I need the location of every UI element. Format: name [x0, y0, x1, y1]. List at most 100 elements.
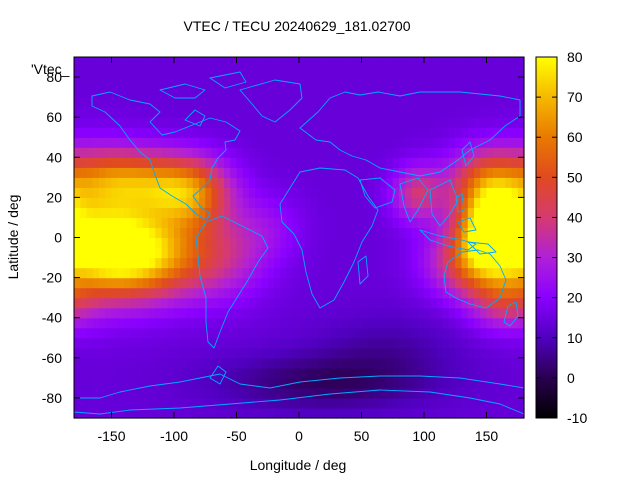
heatmap-cell — [492, 407, 500, 419]
heatmap-cell — [92, 277, 100, 289]
heatmap-cell — [436, 127, 444, 138]
heatmap-cell — [242, 157, 250, 168]
heatmap-cell — [130, 247, 138, 259]
heatmap-cell — [380, 87, 388, 98]
heatmap-cell — [499, 207, 506, 219]
heatmap-cell — [424, 57, 431, 68]
heatmap-cell — [411, 387, 419, 399]
heatmap-cell — [186, 97, 194, 108]
heatmap-cell — [330, 257, 338, 269]
heatmap-cell — [74, 307, 81, 319]
heatmap-cell — [130, 367, 138, 379]
heatmap-cell — [399, 147, 406, 158]
heatmap-cell — [367, 77, 375, 88]
heatmap-cell — [317, 217, 325, 229]
heatmap-cell — [405, 367, 413, 379]
heatmap-cell — [499, 257, 506, 269]
heatmap-cell — [111, 337, 119, 349]
heatmap-cell — [205, 237, 213, 249]
heatmap-cell — [249, 227, 256, 239]
heatmap-cell — [467, 167, 475, 178]
heatmap-cell — [330, 97, 338, 108]
heatmap-cell — [80, 407, 88, 419]
heatmap-cell — [255, 137, 263, 148]
heatmap-cell — [130, 57, 138, 68]
heatmap-cell — [474, 137, 481, 148]
heatmap-cell — [217, 57, 225, 68]
heatmap-cell — [411, 247, 419, 259]
heatmap-cell — [105, 177, 113, 188]
heatmap-cell — [286, 97, 294, 108]
heatmap-cell — [80, 297, 88, 309]
heatmap-cell — [505, 287, 513, 299]
heatmap-cell — [492, 367, 500, 379]
heatmap-cell — [311, 207, 319, 219]
heatmap-cell — [149, 177, 156, 188]
heatmap-cell — [224, 407, 231, 419]
heatmap-cell — [86, 317, 94, 329]
heatmap-cell — [199, 147, 206, 158]
heatmap-cell — [155, 377, 163, 389]
heatmap-cell — [217, 317, 225, 329]
heatmap-cell — [367, 327, 375, 339]
heatmap-cell — [355, 247, 363, 259]
heatmap-cell — [236, 107, 244, 118]
heatmap-cell — [124, 167, 131, 178]
heatmap-cell — [517, 67, 525, 78]
heatmap-cell — [342, 367, 350, 379]
heatmap-cell — [124, 227, 131, 239]
heatmap-cell — [92, 397, 100, 409]
heatmap-cell — [311, 147, 319, 158]
heatmap-cell — [336, 87, 344, 98]
heatmap-cell — [249, 67, 256, 78]
heatmap-cell — [111, 147, 119, 158]
heatmap-cell — [142, 167, 150, 178]
heatmap-cell — [417, 307, 425, 319]
heatmap-cell — [130, 257, 138, 269]
heatmap-cell — [480, 307, 488, 319]
heatmap-cell — [217, 167, 225, 178]
heatmap-cell — [342, 187, 350, 198]
heatmap-cell — [174, 277, 181, 289]
heatmap-cell — [324, 317, 331, 329]
heatmap-cell — [480, 127, 488, 138]
heatmap-cell — [105, 147, 113, 158]
heatmap-cell — [305, 317, 313, 329]
heatmap-cell — [305, 197, 313, 209]
heatmap-cell — [430, 187, 438, 198]
heatmap-cell — [505, 77, 513, 88]
heatmap-cell — [142, 357, 150, 369]
heatmap-cell — [374, 117, 381, 128]
heatmap-cell — [86, 347, 94, 359]
heatmap-cell — [480, 277, 488, 289]
heatmap-cell — [105, 247, 113, 259]
heatmap-cell — [411, 337, 419, 349]
heatmap-cell — [330, 77, 338, 88]
heatmap-cell — [205, 217, 213, 229]
heatmap-cell — [311, 127, 319, 138]
heatmap-cell — [311, 167, 319, 178]
heatmap-cell — [161, 407, 169, 419]
heatmap-cell — [486, 207, 494, 219]
heatmap-cell — [105, 387, 113, 399]
y-tick-label: 0 — [54, 230, 62, 246]
heatmap-cell — [280, 387, 288, 399]
heatmap-cell — [236, 167, 244, 178]
heatmap-cell — [261, 137, 269, 148]
heatmap-cell — [249, 297, 256, 309]
heatmap-cell — [236, 307, 244, 319]
heatmap-cell — [461, 57, 469, 68]
heatmap-cell — [261, 217, 269, 229]
heatmap-cell — [486, 347, 494, 359]
heatmap-cell — [392, 127, 400, 138]
heatmap-cell — [436, 157, 444, 168]
heatmap-cell — [349, 307, 356, 319]
heatmap-cell — [330, 157, 338, 168]
heatmap-cell — [399, 367, 406, 379]
heatmap-cell — [186, 327, 194, 339]
heatmap-cell — [361, 217, 369, 229]
heatmap-cell — [105, 137, 113, 148]
heatmap-cell — [486, 77, 494, 88]
heatmap-cell — [430, 247, 438, 259]
heatmap-cell — [342, 97, 350, 108]
